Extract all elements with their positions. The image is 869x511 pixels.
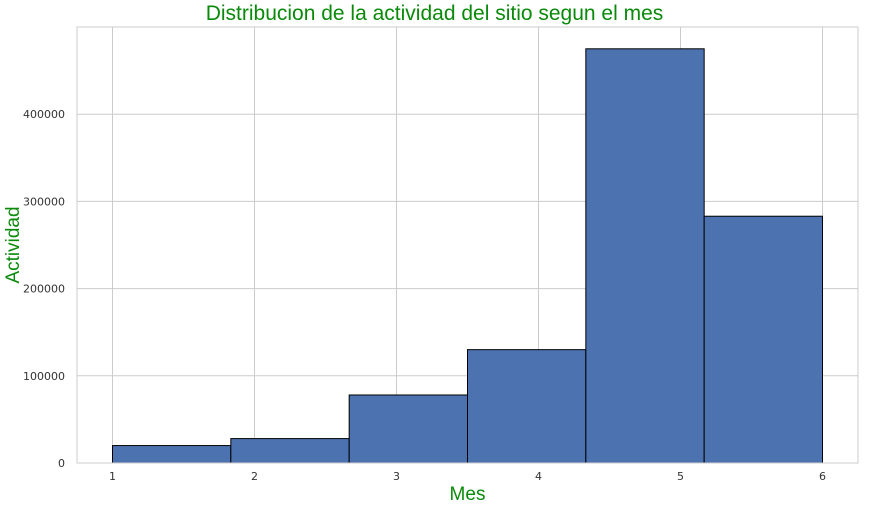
y-tick-label: 100000 — [23, 370, 65, 383]
plot-frame — [76, 26, 859, 464]
y-tick-label: 200000 — [23, 283, 65, 296]
x-tick-label: 4 — [535, 470, 542, 483]
histogram-bar — [467, 349, 587, 464]
histogram-bar — [112, 445, 232, 464]
x-tick-label: 1 — [109, 470, 116, 483]
x-tick-label: 2 — [251, 470, 258, 483]
y-tick-label: 0 — [58, 457, 65, 470]
chart-title: Distribucion de la actividad del sitio s… — [205, 2, 664, 25]
x-tick-label: 3 — [393, 470, 400, 483]
histogram-bar — [348, 394, 468, 464]
x-tick-labels: 1 2 3 4 5 6 — [109, 470, 826, 483]
histogram-bars — [112, 48, 823, 464]
x-tick-label: 5 — [677, 470, 684, 483]
x-tick-label: 6 — [819, 470, 826, 483]
histogram-bar — [703, 215, 823, 464]
histogram-bar — [230, 438, 350, 464]
y-tick-label: 400000 — [23, 108, 65, 121]
x-axis-label: Mes — [449, 484, 486, 505]
histogram-bar — [585, 48, 705, 464]
y-tick-label: 300000 — [23, 195, 65, 208]
y-tick-labels: 0 100000 200000 300000 400000 — [23, 108, 65, 470]
y-axis-label: Actividad — [3, 206, 24, 284]
